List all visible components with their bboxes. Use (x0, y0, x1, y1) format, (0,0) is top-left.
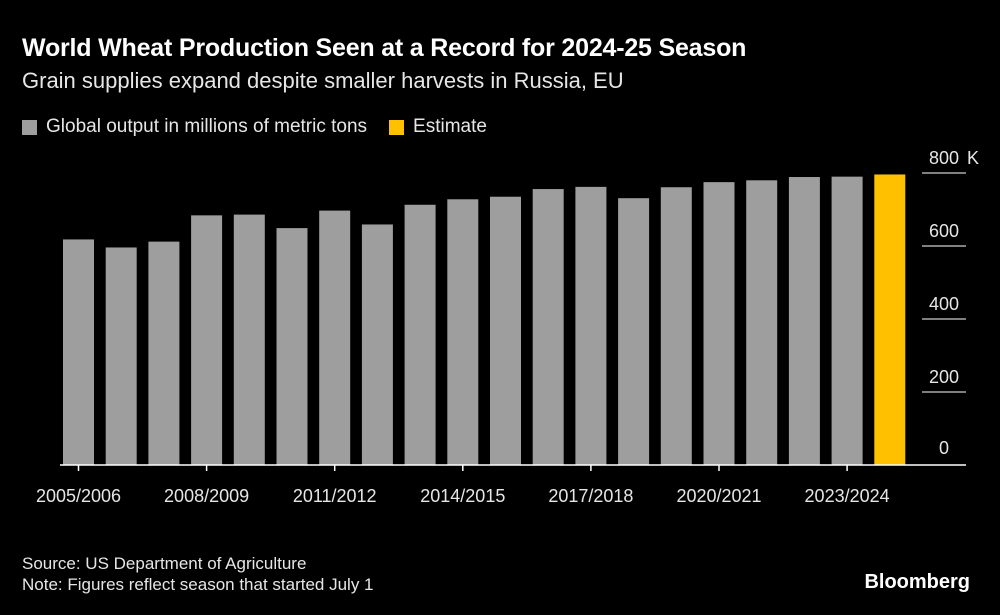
bar (105, 247, 137, 465)
bar (703, 182, 735, 465)
bar (276, 228, 308, 465)
x-tick-label: 2005/2006 (36, 486, 121, 506)
bar-estimate (874, 174, 906, 465)
x-tick-label: 2020/2021 (676, 486, 761, 506)
y-tick-label: 600 (929, 221, 959, 241)
y-tick-label: 0 (939, 438, 949, 458)
y-tick-label: 800 (929, 148, 959, 168)
legend-label-estimate: Estimate (413, 116, 487, 137)
bar (831, 176, 863, 465)
y-unit-label: K (967, 148, 979, 168)
bar (404, 204, 436, 465)
bar (319, 210, 351, 465)
x-tick-label: 2014/2015 (420, 486, 505, 506)
bar (148, 241, 180, 465)
bar (63, 239, 94, 465)
y-tick-label: 200 (929, 367, 959, 387)
bloomberg-logo: Bloomberg (864, 571, 970, 593)
legend-label-actual: Global output in millions of metric tons (46, 116, 368, 137)
footnote: Note: Figures reflect season that starte… (22, 575, 374, 594)
source-note: Source: US Department of Agriculture (22, 554, 307, 573)
bar (788, 177, 820, 465)
chart-subtitle: Grain supplies expand despite smaller ha… (22, 68, 624, 93)
chart-title: World Wheat Production Seen at a Record … (22, 34, 747, 62)
bar (490, 196, 521, 465)
bar (532, 189, 564, 465)
legend-swatch-actual (22, 119, 37, 135)
legend-item-estimate: Estimate (389, 116, 487, 138)
bar (746, 180, 778, 466)
bar (575, 186, 607, 465)
bar (361, 224, 393, 465)
legend-swatch-estimate (389, 119, 405, 135)
bar (233, 214, 265, 465)
y-tick-label: 400 (929, 294, 959, 314)
legend-item-actual: Global output in millions of metric tons (22, 116, 367, 138)
bar (660, 187, 692, 466)
x-tick-label: 2011/2012 (293, 486, 377, 506)
x-tick-label: 2023/2024 (805, 486, 890, 506)
legend: Global output in millions of metric tons… (22, 116, 509, 138)
bar (447, 199, 479, 465)
footer: Source: US Department of Agriculture Not… (22, 553, 374, 595)
bar (191, 215, 223, 465)
bar (618, 198, 650, 465)
x-tick-label: 2017/2018 (548, 486, 633, 506)
x-tick-label: 2008/2009 (164, 486, 249, 506)
